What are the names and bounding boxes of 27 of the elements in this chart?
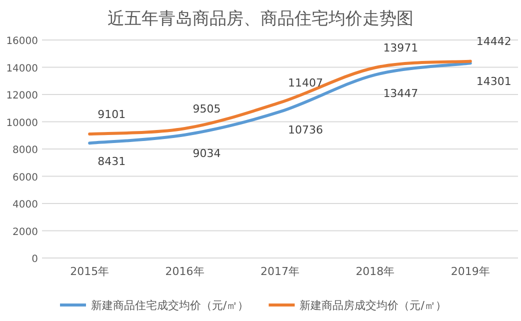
x-tick-label: 2015年	[70, 265, 110, 278]
x-tick-label: 2016年	[165, 265, 204, 278]
legend-label: 新建商品房成交均价（元/㎡）	[300, 299, 446, 312]
x-tick-label: 2019年	[450, 265, 490, 278]
x-tick-label: 2017年	[260, 265, 300, 278]
y-tick-label: 4000	[12, 200, 38, 210]
y-tick-label: 12000	[6, 90, 38, 102]
data-label: 13971	[383, 42, 418, 55]
y-tick-label: 0	[32, 254, 38, 265]
data-label: 8431	[98, 155, 126, 168]
legend-label: 新建商品住宅成交均价（元/㎡）	[91, 299, 249, 312]
data-label: 10736	[288, 124, 323, 137]
y-tick-label: 2000	[12, 226, 38, 238]
y-tick-label: 14000	[6, 63, 38, 74]
y-tick-label: 16000	[6, 36, 38, 47]
y-tick-label: 8000	[12, 145, 38, 156]
data-label: 9101	[98, 108, 126, 121]
y-tick-label: 10000	[6, 118, 38, 129]
data-label: 14442	[476, 35, 512, 48]
data-label: 9034	[192, 146, 221, 160]
chart-title: 近五年青岛商品房、商品住宅均价走势图	[108, 9, 414, 29]
data-label: 13447	[383, 86, 418, 100]
data-label: 9505	[192, 102, 221, 116]
data-label: 11407	[288, 76, 323, 90]
data-label: 14301	[476, 75, 512, 88]
y-tick-label: 6000	[12, 172, 38, 184]
x-tick-label: 2018年	[356, 265, 395, 278]
